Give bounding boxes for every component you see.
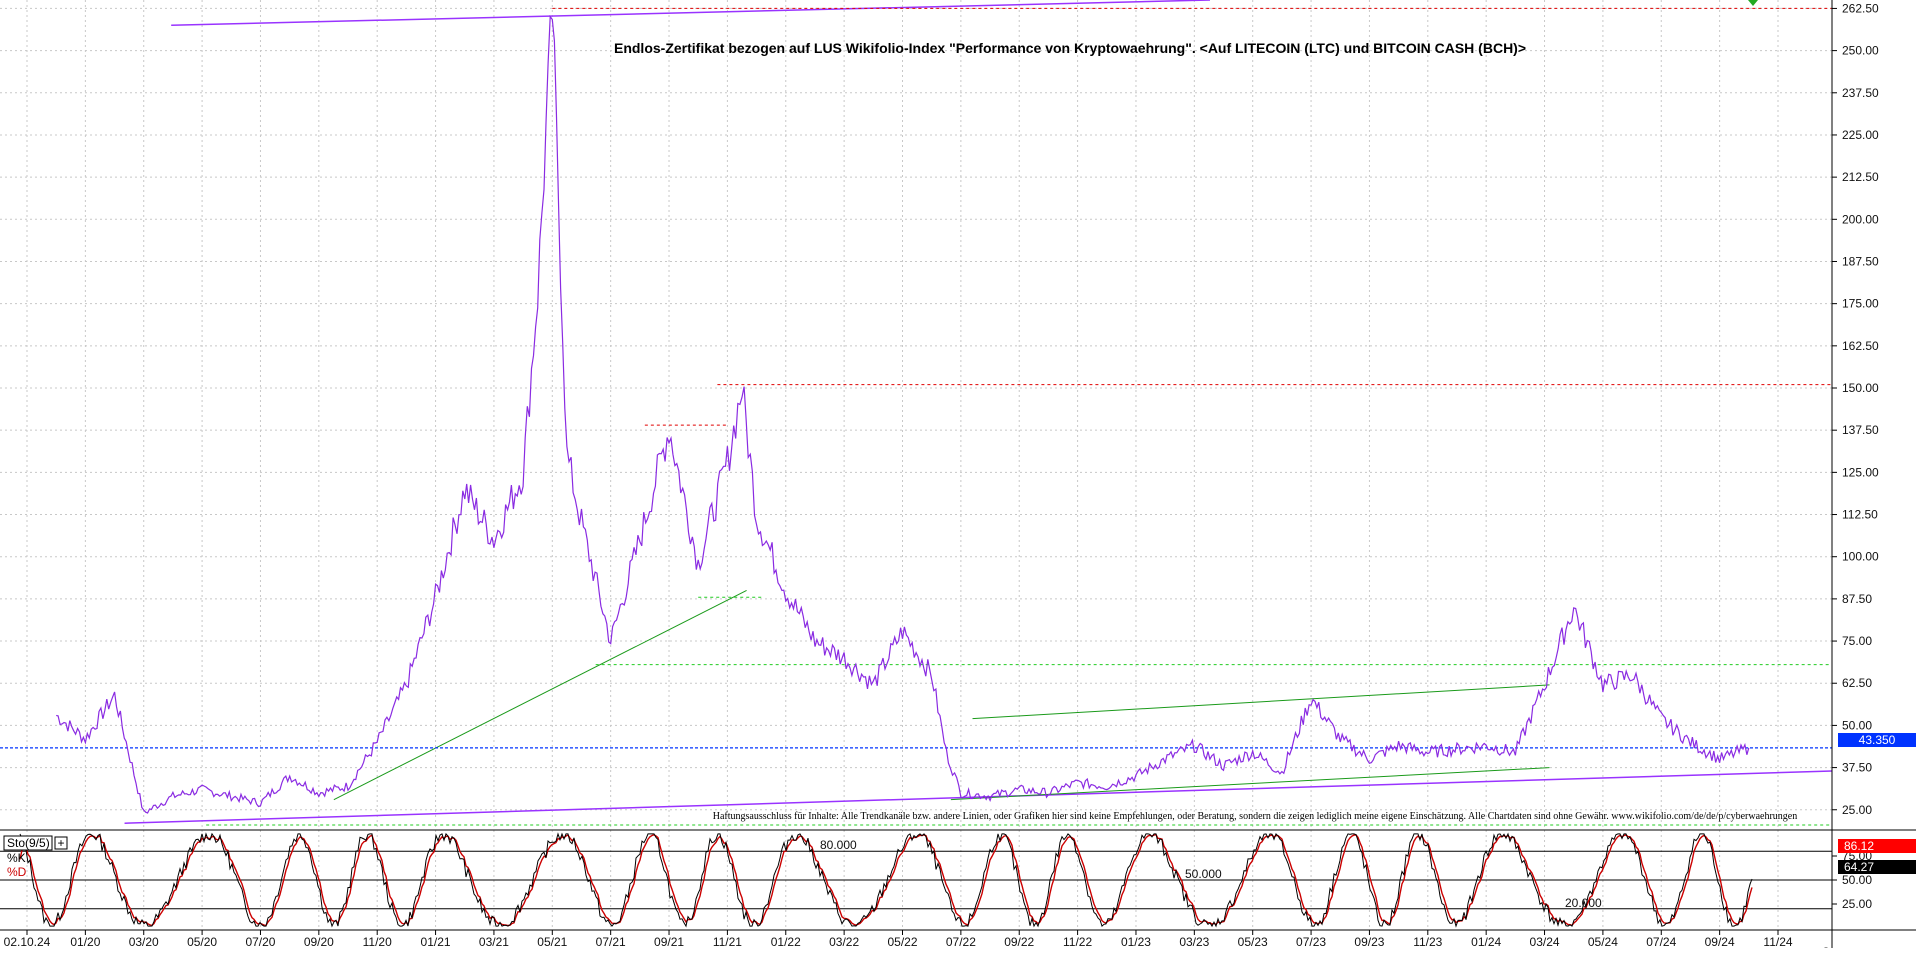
sto-tick-label: 50.00: [1842, 873, 1872, 887]
x-tick-label: 11/21: [713, 935, 742, 948]
x-tick-label: 05/20: [187, 935, 217, 948]
d-value: 64.27: [1844, 860, 1874, 874]
date-axis: 02.10.24 01/20 03/20 05/20 07/20 09/20 11/20 01…: [4, 930, 1793, 949]
y-tick-label: 37.50: [1842, 761, 1872, 775]
y-tick-label: 262.50: [1842, 1, 1879, 15]
y-tick-label: 50.00: [1842, 718, 1872, 732]
x-tick-label: 07/24: [1646, 935, 1676, 948]
stochastic-label-box[interactable]: [3, 835, 53, 851]
disclaimer-text: Haftungsausschluss für Inhalte: Alle Tre…: [713, 811, 1798, 822]
price-series: [56, 14, 1750, 814]
y-tick-label: 137.50: [1842, 423, 1879, 437]
y-tick-label: 187.50: [1842, 254, 1879, 268]
y-tick-label: 250.00: [1842, 44, 1879, 58]
x-tick-label: 07/22: [946, 935, 976, 948]
x-tick-label: 11/24: [1763, 935, 1792, 948]
price-line: [56, 14, 1750, 814]
d-value-badge: [1838, 860, 1916, 874]
x-tick-label: 03/20: [129, 935, 159, 948]
x-tick-label: 11/23: [1413, 935, 1442, 948]
y-tick-label: 150.00: [1842, 381, 1879, 395]
x-tick-label: 07/21: [596, 935, 626, 948]
x-tick-label: 09/22: [1004, 935, 1034, 948]
scroll-dash: -: [1824, 940, 1828, 948]
sto-d-line: [19, 833, 1753, 927]
sto-level-label: 50.000: [1185, 867, 1222, 881]
sto-tick-label: 25.00: [1842, 897, 1872, 911]
y-tick-label: 62.50: [1842, 676, 1872, 690]
expand-icon-glyph: +: [57, 836, 64, 850]
y-tick-label: 25.00: [1842, 803, 1872, 817]
k-value: 86.12: [1844, 839, 1874, 853]
x-tick-label: 05/24: [1588, 935, 1618, 948]
x-tick-label: 03/21: [479, 935, 509, 948]
marker-icon: [1748, 0, 1758, 6]
y-tick-label: 87.50: [1842, 592, 1872, 606]
x-tick-label: 05/23: [1238, 935, 1268, 948]
x-tick-label: 07/20: [245, 935, 275, 948]
x-tick-label: 01/21: [421, 935, 451, 948]
x-tick-label: 03/22: [829, 935, 859, 948]
x-tick-label: 05/21: [537, 935, 567, 948]
x-tick-label: 07/23: [1296, 935, 1326, 948]
last-price-badge: [1838, 733, 1916, 747]
x-tick-label: 01/24: [1471, 935, 1501, 948]
y-tick-label: 212.50: [1842, 170, 1879, 184]
x-tick-label: 09/20: [304, 935, 334, 948]
y-tick-label: 75.00: [1842, 634, 1872, 648]
k-value-badge: [1838, 839, 1916, 853]
y-tick-label: 237.50: [1842, 86, 1879, 100]
x-tick-label: 02.10.24: [4, 935, 51, 948]
y-tick-label: 175.00: [1842, 297, 1879, 311]
chart-title: Endlos-Zertifikat bezogen auf LUS Wikifo…: [614, 40, 1526, 56]
x-tick-label: 09/23: [1354, 935, 1384, 948]
x-tick-label: 01/22: [771, 935, 801, 948]
channel-lower-line: [124, 770, 1833, 825]
x-tick-label: 09/21: [654, 935, 684, 948]
y-tick-label: 112.50: [1842, 508, 1878, 522]
stochastic-label: Sto(9/5): [7, 836, 50, 850]
x-tick-label: 11/20: [363, 935, 392, 948]
upper-trend-line-2023: [972, 684, 1550, 720]
lower-trend-line-2023: [950, 767, 1550, 801]
y-tick-label: 162.50: [1842, 339, 1879, 353]
x-tick-label: 09/24: [1705, 935, 1735, 948]
x-tick-label: 11/22: [1063, 935, 1092, 948]
channel-upper-line: [171, 0, 1211, 27]
annotation-lines: [0, 0, 1833, 826]
sto-k-line: [19, 832, 1753, 928]
y-tick-label: 125.00: [1842, 465, 1879, 479]
uptrend-line-2021: [333, 590, 747, 801]
x-tick-label: 03/24: [1530, 935, 1560, 948]
y-tick-label: 200.00: [1842, 212, 1879, 226]
last-price-value: 43.350: [1859, 733, 1896, 747]
d-legend: %D: [7, 865, 27, 879]
x-tick-label: 03/23: [1179, 935, 1209, 948]
k-legend: %K: [7, 851, 26, 865]
y-tick-label: 225.00: [1842, 128, 1879, 142]
expand-icon[interactable]: [54, 836, 68, 850]
x-tick-label: 05/22: [887, 935, 917, 948]
sto-level-label: 80.000: [820, 838, 857, 852]
x-tick-label: 01/23: [1121, 935, 1151, 948]
x-tick-label: 01/20: [70, 935, 100, 948]
grid-lines: [0, 0, 1832, 930]
y-tick-label: 100.00: [1842, 550, 1879, 564]
